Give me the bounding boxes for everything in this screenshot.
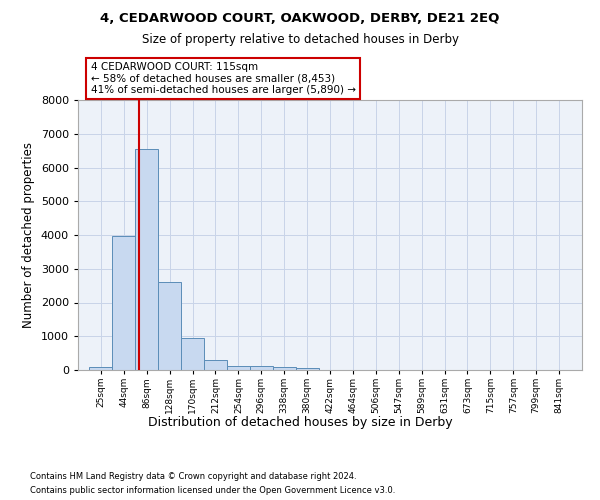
Bar [296, 368, 319, 370]
Bar [89, 368, 112, 370]
Bar [273, 367, 296, 370]
Text: 4 CEDARWOOD COURT: 115sqm
← 58% of detached houses are smaller (8,453)
41% of se: 4 CEDARWOOD COURT: 115sqm ← 58% of detac… [91, 62, 356, 95]
Bar [158, 282, 181, 370]
Text: Size of property relative to detached houses in Derby: Size of property relative to detached ho… [142, 32, 458, 46]
Text: Contains HM Land Registry data © Crown copyright and database right 2024.: Contains HM Land Registry data © Crown c… [30, 472, 356, 481]
Bar [204, 360, 227, 370]
Text: Distribution of detached houses by size in Derby: Distribution of detached houses by size … [148, 416, 452, 429]
Text: Contains public sector information licensed under the Open Government Licence v3: Contains public sector information licen… [30, 486, 395, 495]
Bar [227, 366, 250, 370]
Bar [112, 236, 135, 370]
Bar [181, 338, 204, 370]
Y-axis label: Number of detached properties: Number of detached properties [22, 142, 35, 328]
Text: 4, CEDARWOOD COURT, OAKWOOD, DERBY, DE21 2EQ: 4, CEDARWOOD COURT, OAKWOOD, DERBY, DE21… [100, 12, 500, 26]
Bar [250, 366, 273, 370]
Bar [135, 149, 158, 370]
